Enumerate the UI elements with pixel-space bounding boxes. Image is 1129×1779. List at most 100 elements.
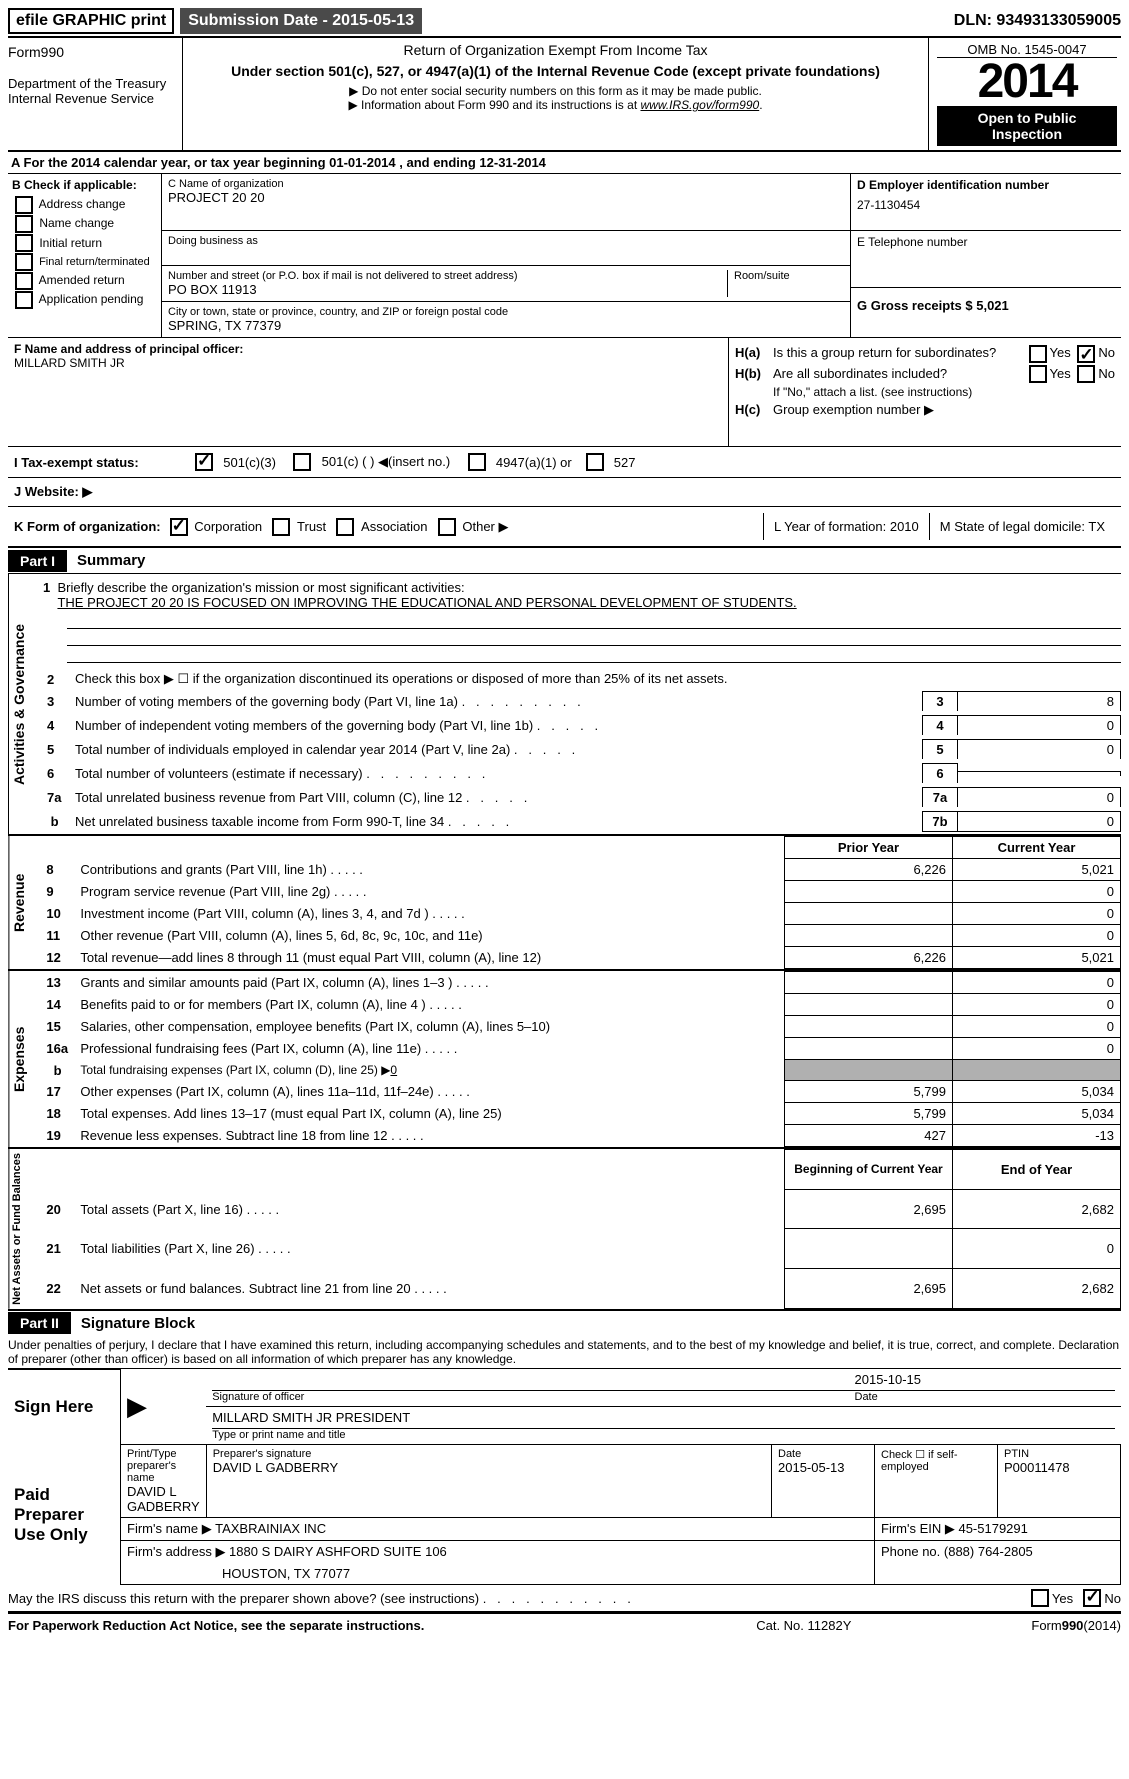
header: Form990 Department of the Treasury Inter…: [8, 38, 1121, 152]
ha-yes: Yes: [1050, 345, 1071, 360]
prior-hdr: Prior Year: [785, 837, 953, 859]
line11: 11Other revenue (Part VIII, column (A), …: [36, 925, 1120, 947]
header-center: Return of Organization Exempt From Incom…: [183, 38, 929, 150]
cb-address[interactable]: [15, 196, 33, 214]
form-footer: Form990(2014): [1031, 1618, 1121, 1633]
cb-hb-yes[interactable]: [1029, 365, 1047, 383]
dept-line2: Internal Revenue Service: [8, 91, 178, 106]
ha-checks: Yes No: [1026, 344, 1115, 363]
header-left: Form990 Department of the Treasury Inter…: [8, 38, 183, 150]
cb-pending[interactable]: [15, 291, 33, 309]
hb-no: No: [1098, 366, 1115, 381]
prep-sig: Preparer's signature DAVID L GADBERRY: [206, 1445, 771, 1518]
line1: 1 Briefly describe the organization's mi…: [37, 574, 1121, 612]
row-lm: L Year of formation: 2010 M State of leg…: [763, 513, 1115, 540]
line7a: 7aTotal unrelated business revenue from …: [37, 785, 1121, 809]
street-val: PO BOX 11913: [168, 282, 727, 297]
b-title: B Check if applicable:: [12, 176, 157, 195]
line5-text: Total number of individuals employed in …: [75, 742, 922, 757]
cb-4947[interactable]: [468, 453, 486, 471]
lbl-pending: Application pending: [39, 292, 144, 306]
line22: 22Net assets or fund balances. Subtract …: [36, 1269, 1120, 1309]
mission-text: THE PROJECT 20 20 IS FOCUSED ON IMPROVIN…: [57, 595, 796, 610]
cb-assoc[interactable]: [336, 518, 354, 536]
dba-label: Doing business as: [168, 235, 844, 247]
line18: 18Total expenses. Add lines 13–17 (must …: [36, 1103, 1120, 1125]
nb4: 4: [922, 715, 958, 735]
g-label: G Gross receipts $ 5,021: [857, 298, 1115, 313]
i-label: I Tax-exempt status:: [14, 455, 182, 470]
ein-val: 27-1130454: [857, 198, 1115, 212]
signature-table: Sign Here ▶ Signature of officer 2015-10…: [8, 1369, 1121, 1586]
cb-527[interactable]: [586, 453, 604, 471]
netassets-table: Beginning of Current Year End of Year 20…: [36, 1149, 1121, 1309]
arrow-icon: ▶: [121, 1369, 207, 1445]
open-to-public: Open to Public Inspection: [937, 106, 1117, 146]
city-label: City or town, state or province, country…: [168, 306, 844, 318]
cb-discuss-no[interactable]: [1083, 1589, 1101, 1607]
part-i-title: Summary: [67, 548, 155, 573]
lbl-final: Final return/terminated: [39, 256, 150, 268]
cb-amended[interactable]: [15, 272, 33, 290]
top-bar: efile GRAPHIC print Submission Date - 20…: [8, 8, 1121, 38]
current-hdr: Current Year: [953, 837, 1121, 859]
expenses-section: Expenses 13Grants and similar amounts pa…: [8, 971, 1121, 1149]
dln: DLN: 93493133059005: [954, 12, 1121, 30]
nb3: 3: [922, 691, 958, 711]
prep-date: Date 2015-05-13: [772, 1445, 875, 1518]
line4-text: Number of independent voting members of …: [75, 718, 922, 733]
line16a: 16aProfessional fundraising fees (Part I…: [36, 1038, 1120, 1060]
f-name: MILLARD SMITH JR: [14, 356, 722, 370]
m-domicile: M State of legal domicile: TX: [929, 513, 1115, 540]
v3: 8: [958, 691, 1121, 711]
cb-corp[interactable]: [170, 518, 188, 536]
cb-ha-no[interactable]: [1077, 345, 1095, 363]
sig-officer-label: Signature of officer: [212, 1391, 854, 1403]
officer-name-row: MILLARD SMITH JR PRESIDENT Type or print…: [206, 1407, 1120, 1445]
nb7a: 7a: [922, 787, 958, 807]
cb-trust[interactable]: [272, 518, 290, 536]
col-d: D Employer identification number 27-1130…: [851, 174, 1121, 337]
vert-exp: Expenses: [8, 971, 36, 1147]
col-h: H(a) Is this a group return for subordin…: [729, 338, 1121, 446]
footer: For Paperwork Reduction Act Notice, see …: [8, 1612, 1121, 1637]
line7a-text: Total unrelated business revenue from Pa…: [75, 790, 922, 805]
line6-text: Total number of volunteers (estimate if …: [75, 766, 922, 781]
rev-hdr: Prior Year Current Year: [36, 837, 1120, 859]
cb-hb-no[interactable]: [1077, 365, 1095, 383]
tax-year: 2014: [937, 58, 1117, 106]
k-o1: Corporation: [194, 519, 262, 534]
cb-discuss-yes[interactable]: [1031, 1589, 1049, 1607]
cb-name[interactable]: [15, 215, 33, 233]
line14: 14Benefits paid to or for members (Part …: [36, 994, 1120, 1016]
org-name: PROJECT 20 20: [168, 190, 844, 205]
submission-date: Submission Date - 2015-05-13: [180, 8, 422, 34]
v6: [958, 771, 1121, 776]
cb-ha-yes[interactable]: [1029, 345, 1047, 363]
v4: 0: [958, 715, 1121, 735]
section-title: Under section 501(c), 527, or 4947(a)(1)…: [191, 62, 920, 80]
cb-501c3[interactable]: [195, 453, 213, 471]
section-bcd: B Check if applicable: Address change Na…: [8, 174, 1121, 337]
discuss-yes: Yes: [1052, 1591, 1073, 1606]
ha-no: No: [1098, 345, 1115, 360]
i-o3: 4947(a)(1) or: [496, 455, 572, 470]
line17: 17Other expenses (Part IX, column (A), l…: [36, 1081, 1120, 1103]
cb-other[interactable]: [438, 518, 456, 536]
cb-initial[interactable]: [15, 234, 33, 252]
ptin: PTIN P00011478: [998, 1445, 1121, 1518]
eoy-hdr: End of Year: [953, 1150, 1121, 1190]
activities-governance: Activities & Governance 1 Briefly descri…: [8, 574, 1121, 836]
i-o2: 501(c) ( ) ◀(insert no.): [322, 454, 450, 470]
cb-final[interactable]: [15, 253, 33, 271]
nb7b: 7b: [922, 811, 958, 832]
h-a-row: H(a) Is this a group return for subordin…: [735, 344, 1115, 363]
form-number: Form990: [8, 42, 178, 62]
ag-body: 1 Briefly describe the organization's mi…: [37, 574, 1121, 834]
box-city: City or town, state or province, country…: [162, 302, 850, 337]
row-a-tax-year: A For the 2014 calendar year, or tax yea…: [8, 152, 1121, 174]
officer-sig-row: Signature of officer 2015-10-15 Date: [206, 1369, 1120, 1407]
c-name-label: C Name of organization: [168, 178, 844, 190]
irs-link[interactable]: www.IRS.gov/form990: [640, 98, 759, 112]
cb-501c[interactable]: [293, 453, 311, 471]
